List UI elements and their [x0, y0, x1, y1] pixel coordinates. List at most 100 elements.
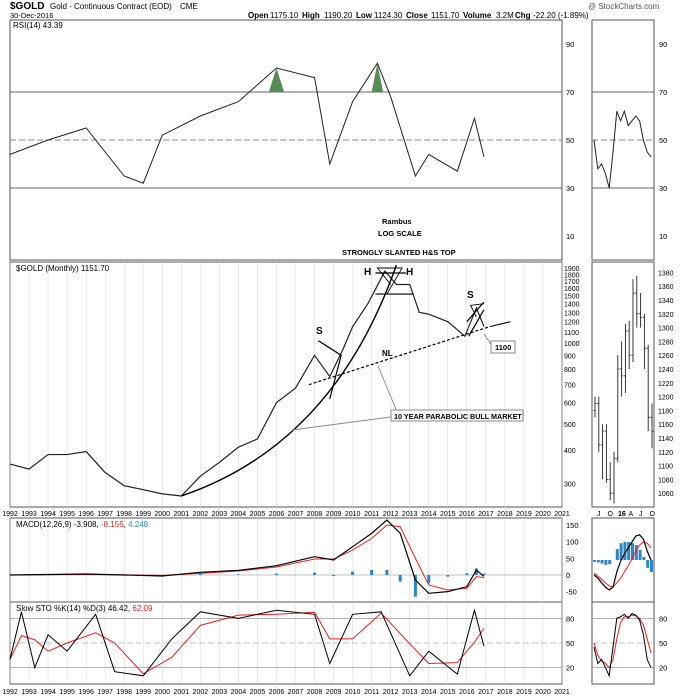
year-tick-2019: 2019: [516, 511, 532, 518]
high-value: 1190.20: [324, 11, 353, 20]
year-tick-bottom-2003: 2003: [212, 689, 228, 696]
sto-title: Slow STO %K(14) %D(3) 46.42, 62.09: [16, 604, 153, 613]
mini-price-tick-1300: 1300: [658, 326, 674, 333]
macd-hist-8: [351, 571, 355, 575]
mini-macd-hist-10: [631, 543, 634, 560]
rsi-series: [9, 62, 652, 189]
left-shoulder-lines: [318, 340, 342, 400]
mini-macd-signal: [593, 541, 652, 588]
year-tick-bottom-2001: 2001: [174, 689, 190, 696]
year-tick-bottom-2011: 2011: [364, 689, 379, 696]
exchange-label: CME: [180, 2, 198, 11]
mini-macd-hist-4: [608, 560, 612, 565]
price-tick-300: 300: [564, 482, 576, 489]
macd-hist-7: [332, 575, 336, 576]
year-tick-2014: 2014: [421, 511, 437, 518]
mini-macd-line: [593, 534, 652, 591]
mini-price-tick-1280: 1280: [658, 339, 674, 346]
mini-x-tick-1: O: [608, 511, 614, 518]
year-tick-bottom-1993: 1993: [21, 689, 37, 696]
price-tick-700: 700: [564, 383, 576, 390]
mini-rsi-tick-70: 70: [659, 88, 667, 97]
year-tick-1996: 1996: [78, 511, 94, 518]
macd-panel-frame: [9, 517, 563, 603]
macd-hist-4: [236, 574, 240, 575]
open-label: Open: [248, 11, 269, 20]
year-tick-2012: 2012: [383, 511, 399, 518]
mini-x-tick-3: A: [629, 511, 634, 518]
price-line: [9, 270, 485, 497]
sto-tick-50: 50: [566, 639, 574, 648]
mini-x-tick-4: J: [639, 511, 643, 518]
price-series: [9, 264, 511, 497]
macd-hist-17: [482, 573, 486, 575]
rsi-tick-50: 50: [566, 136, 574, 145]
mini-macd-hist-0: [593, 560, 596, 562]
price-tick-1100: 1100: [564, 330, 579, 337]
grid-lines: [9, 91, 654, 684]
mini-macd-hist-3: [604, 560, 608, 565]
macd-signal-line: [9, 524, 485, 591]
mini-macd-hist-14: [646, 560, 650, 568]
target-callout: [483, 333, 492, 345]
macd-series: [9, 519, 486, 597]
mini-rsi-line: [593, 109, 652, 189]
year-tick-2015: 2015: [440, 511, 456, 518]
year-tick-1997: 1997: [97, 511, 113, 518]
year-tick-1994: 1994: [40, 511, 56, 518]
rsi-overbought-fill-1: [268, 68, 285, 92]
year-tick-bottom-2005: 2005: [250, 689, 266, 696]
target-label: 1100: [495, 343, 511, 352]
right-shoulder-label: S: [467, 290, 474, 301]
mini-price-tick-1060: 1060: [658, 491, 674, 498]
mini-macd-hist-9: [627, 542, 631, 560]
sto-tick-20: 20: [566, 664, 574, 673]
mini-price-tick-1180: 1180: [658, 408, 673, 415]
year-tick-bottom-2004: 2004: [231, 689, 247, 696]
macd-tick-150: 150: [566, 521, 579, 530]
mini-price-tick-1240: 1240: [658, 367, 674, 374]
low-value: 1124.30: [374, 11, 403, 20]
year-tick-bottom-1996: 1996: [78, 689, 94, 696]
price-tick-1600: 1600: [564, 286, 580, 293]
year-tick-2011: 2011: [364, 511, 379, 518]
neckline: [308, 326, 490, 386]
year-tick-1999: 1999: [135, 511, 151, 518]
chg-label: Chg: [515, 11, 531, 20]
head-label-1: H: [364, 267, 371, 278]
year-tick-bottom-2008: 2008: [307, 689, 323, 696]
macd-hist-3: [198, 574, 202, 575]
macd-line: [9, 519, 485, 594]
year-tick-bottom-1998: 1998: [116, 689, 132, 696]
year-tick-2005: 2005: [250, 511, 266, 518]
mini-macd-hist-12: [638, 549, 642, 560]
price-title: $GOLD (Monthly) 1151.70: [16, 264, 110, 273]
year-tick-2013: 2013: [402, 511, 418, 518]
open-value: 1175.10: [270, 11, 299, 20]
date-label: 30-Dec-2016: [10, 11, 53, 20]
macd-tick-0: 0: [566, 571, 570, 580]
mini-sto-d: [593, 614, 652, 669]
rsi-title: RSI(14) 43.39: [13, 21, 63, 30]
price-tick-1500: 1500: [564, 294, 580, 301]
year-tick-bottom-2012: 2012: [383, 689, 399, 696]
macd-hist-6: [313, 572, 317, 575]
macd-value: -3.908: [74, 520, 97, 529]
year-tick-2007: 2007: [288, 511, 304, 518]
year-tick-bottom-1994: 1994: [40, 689, 56, 696]
price-panel-frame: [9, 261, 563, 508]
price-tick-1000: 1000: [564, 341, 580, 348]
year-tick-2002: 2002: [193, 511, 209, 518]
mini-rsi-tick-50: 50: [659, 136, 667, 145]
volume-label: Volume: [463, 11, 492, 20]
mini-price-tick-1120: 1120: [658, 450, 673, 457]
rsi-overbought-fill-2: [371, 63, 384, 92]
price-tick-1400: 1400: [564, 302, 580, 309]
sto-series: [9, 608, 485, 677]
watermark: @ StockCharts.com: [588, 2, 660, 11]
year-tick-2003: 2003: [212, 511, 228, 518]
year-tick-2016: 2016: [459, 511, 475, 518]
chg-value: -22.20 (-1.89%): [533, 11, 589, 20]
mini-series: [593, 275, 654, 678]
price-tick-800: 800: [564, 367, 576, 374]
